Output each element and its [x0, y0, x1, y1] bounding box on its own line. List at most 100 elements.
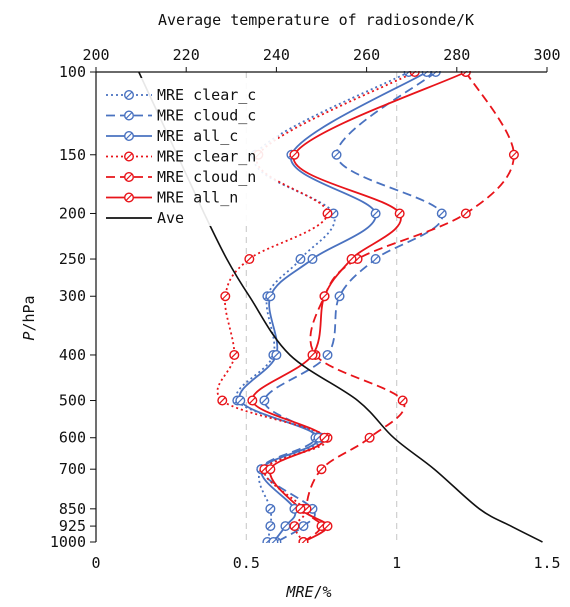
point-mre-all-c: [265, 291, 276, 302]
marker-slash: [266, 522, 274, 530]
marker-slash: [266, 505, 274, 513]
marker-slash: [309, 255, 316, 263]
marker-slash: [462, 210, 470, 217]
marker-slash: [324, 210, 331, 217]
point-mre-cloud-c: [436, 208, 447, 219]
point-mre-all-n: [247, 395, 258, 406]
point-mre-cloud-c: [298, 521, 309, 532]
y-tick-label: 300: [59, 287, 86, 305]
legend-marker-slash: [125, 132, 133, 140]
marker-slash: [510, 151, 518, 159]
point-mre-cloud-n: [508, 149, 519, 160]
top-tick-label: 300: [533, 46, 560, 64]
point-mre-cloud-n: [364, 432, 375, 443]
marker-slash: [271, 538, 277, 543]
marker-slash: [348, 255, 355, 263]
y-tick-label: 925: [59, 517, 86, 535]
legend-marker-slash: [125, 153, 133, 160]
point-mre-cloud-n: [316, 464, 327, 475]
point-mre-clear-n: [217, 395, 228, 406]
legend-label: MRE clear_c: [157, 86, 256, 104]
marker-slash: [266, 292, 274, 300]
marker-slash: [260, 397, 268, 404]
marker-slash: [324, 351, 331, 359]
point-mre-all-n: [295, 503, 306, 514]
axes: 200 220 240 260 280 300 0 0.5 1 1.5 100 150 200 250 30…: [50, 46, 561, 572]
marker-slash: [272, 351, 280, 359]
marker-slash: [291, 151, 298, 159]
marker-slash: [372, 255, 380, 263]
marker-slash: [318, 465, 325, 473]
marker-slash: [324, 522, 331, 530]
point-mre-all-n: [289, 149, 300, 160]
point-mre-all-n: [307, 349, 318, 360]
legend-marker-slash: [125, 194, 133, 201]
point-mre-all-n: [319, 432, 330, 443]
y-tick-label: 850: [59, 500, 86, 518]
point-mre-clear-n: [322, 208, 333, 219]
x-tick-label: 0: [91, 554, 100, 572]
point-mre-clear-n: [220, 291, 231, 302]
point-mre-all-c: [268, 537, 279, 543]
marker-slash: [236, 397, 244, 404]
y-tick-label: 200: [59, 204, 86, 222]
point-mre-all-n: [346, 254, 357, 265]
marker-slash: [333, 151, 340, 159]
point-mre-clear-n: [229, 349, 240, 360]
marker-slash: [301, 538, 307, 543]
y-tick-label: 150: [59, 146, 86, 164]
top-tick-label: 240: [263, 46, 290, 64]
legend-label: MRE all_n: [157, 189, 238, 207]
y-tick-label: 1000: [50, 533, 86, 551]
point-mre-cloud-n: [460, 208, 471, 219]
y-tick-label: 700: [59, 460, 86, 478]
legend: MRE clear_c MRE cloud_c MRE all_c MRE clear…: [100, 78, 278, 227]
point-mre-cloud-c: [331, 149, 342, 160]
marker-slash: [396, 210, 404, 217]
point-mre-clear-c: [265, 521, 276, 532]
legend-label: MRE cloud_c: [157, 107, 256, 125]
marker-slash: [336, 292, 343, 300]
marker-slash: [245, 255, 253, 263]
marker-slash: [297, 255, 304, 263]
marker-slash: [321, 434, 328, 442]
y-tick-label: 100: [59, 63, 86, 81]
marker-slash: [248, 397, 256, 404]
top-tick-label: 260: [353, 46, 380, 64]
point-mre-clear-n: [289, 521, 300, 532]
marker-slash: [281, 522, 289, 530]
marker-slash: [366, 434, 374, 442]
marker-slash: [218, 397, 226, 404]
top-tick-label: 200: [82, 46, 109, 64]
marker-slash: [300, 522, 307, 530]
y-tick-label: 600: [59, 429, 86, 447]
point-mre-cloud-c: [370, 254, 381, 265]
marker-slash: [291, 522, 298, 530]
y-tick-label: 500: [59, 392, 86, 410]
point-mre-cloud-c: [334, 291, 345, 302]
marker-slash: [321, 292, 328, 300]
x-tick-label: 1: [392, 554, 401, 572]
point-mre-all-c: [235, 395, 246, 406]
marker-slash: [372, 210, 380, 217]
chart-title: Average temperature of radiosonde/K: [158, 11, 474, 29]
point-mre-clear-c: [295, 254, 306, 265]
marker-slash: [230, 351, 238, 359]
point-mre-all-c: [271, 349, 282, 360]
y-tick-label: 400: [59, 346, 86, 364]
marker-slash: [266, 465, 274, 473]
legend-label: MRE clear_n: [157, 148, 256, 166]
point-mre-all-n: [394, 208, 405, 219]
point-mre-clear-c: [265, 503, 276, 514]
y-tick-label: 250: [59, 250, 86, 268]
legend-marker-slash: [125, 91, 133, 99]
point-mre-all-n: [298, 537, 309, 543]
marker-slash: [399, 397, 407, 404]
legend-marker-slash: [125, 112, 133, 119]
legend-marker-slash: [125, 173, 133, 181]
x-axis-label: MRE/%: [285, 583, 331, 601]
top-tick-label: 280: [443, 46, 470, 64]
point-mre-all-c: [280, 521, 291, 532]
point-mre-all-n: [265, 464, 276, 475]
